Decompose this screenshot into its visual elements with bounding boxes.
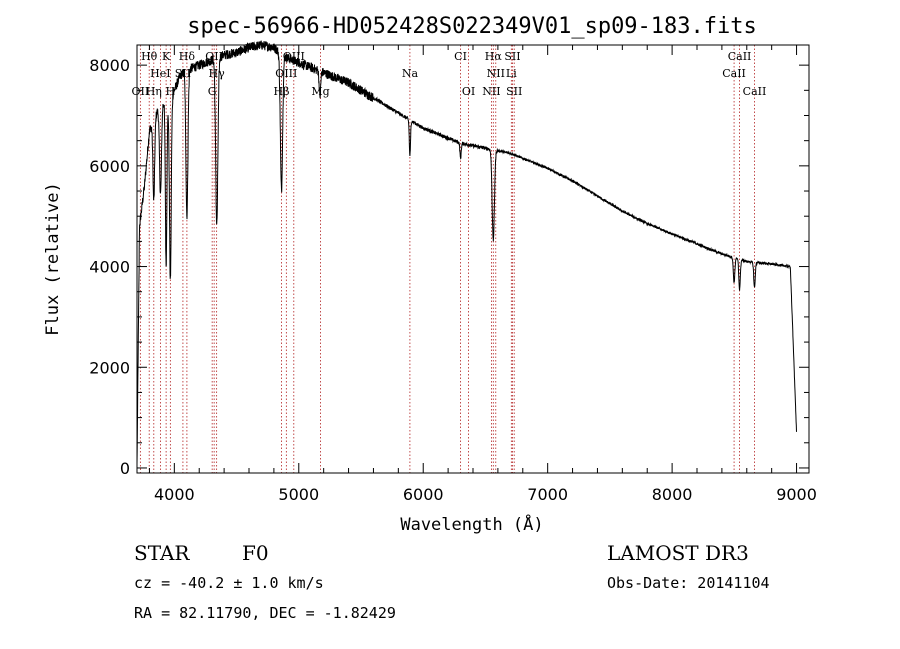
line-marker-label: OIII <box>275 67 297 80</box>
line-marker-label: Hθ <box>141 50 158 63</box>
line-marker-label: Hα <box>485 50 503 63</box>
line-marker-label: NII <box>487 67 505 80</box>
line-marker-label: CI <box>454 50 467 63</box>
coordinates-readout: RA = 82.11790, DEC = -1.82429 <box>134 604 396 622</box>
line-marker-label: H <box>166 85 176 98</box>
y-tick-label: 4000 <box>89 258 130 277</box>
line-marker-label: CaII <box>743 85 767 98</box>
x-tick-label: 4000 <box>154 485 195 504</box>
line-marker-label: Na <box>402 67 419 80</box>
line-marker-label: G <box>208 85 217 98</box>
x-tick-label: 7000 <box>527 485 568 504</box>
line-marker-label: Hγ <box>209 67 226 80</box>
plot-frame <box>136 44 810 474</box>
y-tick-label: 8000 <box>89 56 130 75</box>
line-marker-label: SII <box>506 85 522 98</box>
x-tick-label: 6000 <box>403 485 444 504</box>
x-tick-label: 5000 <box>278 485 319 504</box>
y-tick-label: 0 <box>120 459 130 478</box>
x-tick-label: 9000 <box>776 485 817 504</box>
redshift-readout: cz = -40.2 ± 1.0 km/s <box>134 574 324 592</box>
chart-title: spec-56966-HD052428S022349V01_sp09-183.f… <box>187 14 757 39</box>
line-marker-label: K <box>162 50 171 63</box>
line-marker-label: Li <box>506 67 517 80</box>
line-marker-label: CaII <box>722 67 746 80</box>
line-marker-label: CaII <box>728 50 752 63</box>
object-class: STAR <box>134 541 190 565</box>
line-marker-label: SII <box>504 50 520 63</box>
line-markers <box>139 45 755 473</box>
y-axis-ticks: 0 2000 4000 6000 8000 <box>89 56 809 478</box>
x-axis-label: Wavelength (Å) <box>400 513 543 535</box>
obs-date: Obs-Date: 20141104 <box>607 574 770 592</box>
line-marker-label: NII <box>482 85 500 98</box>
x-axis-ticks: 4000 5000 6000 7000 8000 9000 <box>148 45 817 504</box>
y-axis-label: Flux (relative) <box>43 182 63 336</box>
x-tick-label: 8000 <box>652 485 693 504</box>
survey-name: LAMOST DR3 <box>607 541 749 565</box>
line-marker-label: OI <box>462 85 475 98</box>
line-marker-label: Hδ <box>179 50 196 63</box>
line-marker-label: Hη <box>146 85 162 98</box>
spectrum-series-line <box>136 40 797 465</box>
y-tick-label: 2000 <box>89 358 130 377</box>
y-tick-label: 6000 <box>89 157 130 176</box>
line-marker-label: OII <box>132 85 150 98</box>
line-marker-label: Hβ <box>274 85 290 98</box>
line-marker-label: HeI <box>150 67 170 80</box>
object-subclass: F0 <box>242 541 269 565</box>
